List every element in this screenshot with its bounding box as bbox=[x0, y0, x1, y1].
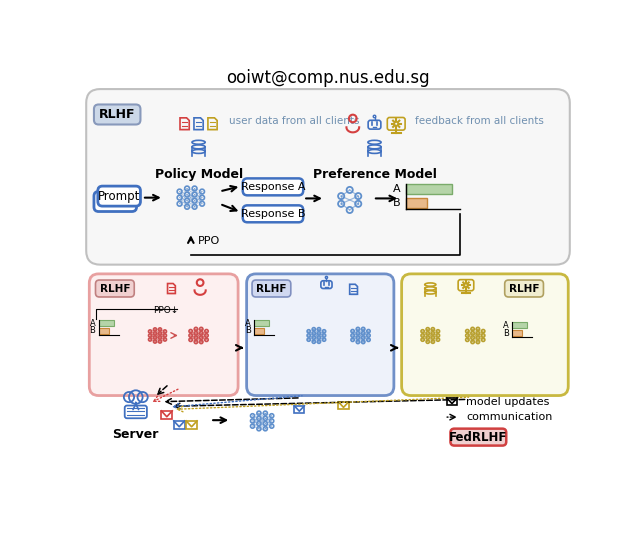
Bar bbox=[406, 184, 452, 194]
Text: RLHF: RLHF bbox=[256, 284, 287, 294]
Text: Response B: Response B bbox=[241, 209, 305, 219]
Bar bbox=[406, 198, 428, 208]
FancyBboxPatch shape bbox=[246, 274, 394, 396]
FancyBboxPatch shape bbox=[94, 192, 136, 212]
FancyBboxPatch shape bbox=[86, 89, 570, 265]
FancyBboxPatch shape bbox=[252, 280, 291, 297]
FancyBboxPatch shape bbox=[505, 280, 543, 297]
Bar bbox=[99, 328, 109, 334]
Text: B: B bbox=[502, 329, 509, 338]
Text: Response A: Response A bbox=[241, 182, 305, 192]
Text: Preference Model: Preference Model bbox=[312, 169, 436, 182]
Text: B: B bbox=[90, 326, 95, 336]
Bar bbox=[186, 421, 197, 429]
Text: user data from all clients: user data from all clients bbox=[229, 117, 359, 126]
FancyBboxPatch shape bbox=[243, 178, 303, 195]
FancyBboxPatch shape bbox=[402, 274, 568, 396]
Text: A: A bbox=[244, 318, 250, 328]
Text: feedback from all clients: feedback from all clients bbox=[415, 117, 543, 126]
Bar bbox=[513, 330, 522, 336]
Text: A: A bbox=[392, 184, 400, 194]
Bar bbox=[513, 322, 527, 328]
Text: communication: communication bbox=[466, 412, 552, 422]
Text: RLHF: RLHF bbox=[100, 284, 130, 294]
Text: model updates: model updates bbox=[466, 397, 549, 407]
FancyBboxPatch shape bbox=[451, 429, 506, 446]
FancyBboxPatch shape bbox=[90, 274, 238, 396]
Text: RLHF: RLHF bbox=[509, 284, 540, 294]
Text: PPO: PPO bbox=[198, 236, 220, 246]
FancyBboxPatch shape bbox=[243, 205, 303, 222]
Text: B: B bbox=[392, 198, 400, 208]
Text: FedRLHF: FedRLHF bbox=[449, 431, 508, 444]
Text: Prompt: Prompt bbox=[97, 190, 140, 202]
Bar bbox=[173, 421, 185, 429]
FancyBboxPatch shape bbox=[95, 280, 134, 297]
Bar bbox=[447, 398, 457, 405]
Text: B: B bbox=[244, 326, 250, 336]
Bar bbox=[254, 328, 264, 334]
FancyBboxPatch shape bbox=[98, 186, 140, 206]
FancyBboxPatch shape bbox=[94, 105, 140, 125]
Text: RLHF: RLHF bbox=[99, 108, 136, 121]
Text: A: A bbox=[90, 318, 95, 328]
Bar bbox=[99, 320, 114, 326]
Text: ooiwt@comp.nus.edu.sg: ooiwt@comp.nus.edu.sg bbox=[226, 69, 430, 88]
Text: PPO↓: PPO↓ bbox=[152, 306, 178, 315]
Bar bbox=[161, 411, 172, 419]
Text: Server: Server bbox=[113, 427, 159, 440]
Text: A: A bbox=[503, 321, 509, 330]
Text: Policy Model: Policy Model bbox=[154, 169, 243, 182]
Bar bbox=[294, 406, 305, 413]
Bar bbox=[254, 320, 269, 326]
Bar bbox=[339, 402, 349, 409]
